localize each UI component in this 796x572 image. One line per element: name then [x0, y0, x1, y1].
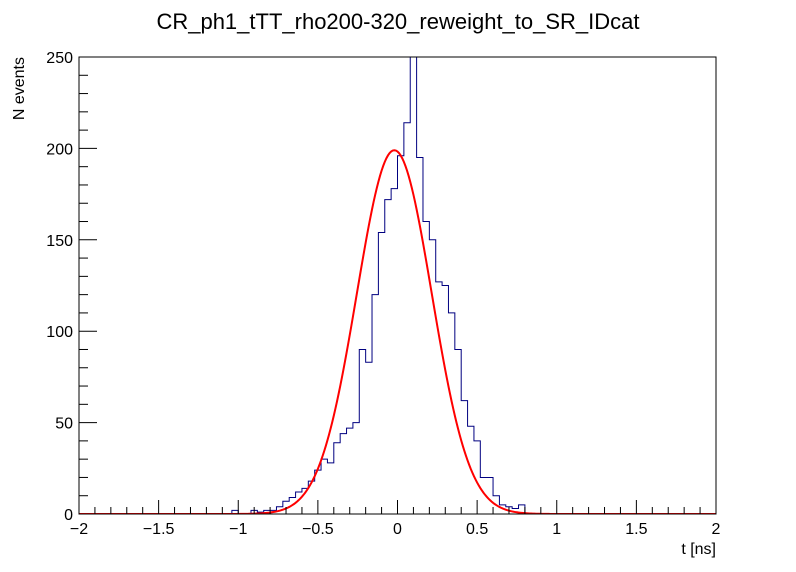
y-tick-label: 50 [55, 416, 73, 433]
x-axis-label: t [ns] [681, 541, 716, 558]
y-tick-label: 150 [46, 233, 73, 250]
histogram-series [79, 57, 716, 514]
y-tick-label: 0 [64, 507, 73, 524]
histogram-layer [79, 57, 716, 514]
chart-title: CR_ph1_tTT_rho200-320_reweight_to_SR_IDc… [156, 9, 639, 34]
y-axis-label: N events [11, 57, 28, 120]
y-tick-label: 250 [46, 50, 73, 67]
fit-curve [79, 149, 716, 514]
fit-layer [79, 149, 716, 514]
x-tick-label: −1.5 [143, 521, 175, 538]
x-tick-label: −1 [229, 521, 247, 538]
x-tick-label: 1 [552, 521, 561, 538]
y-tick-label: 100 [46, 324, 73, 341]
x-tick-label: 0.5 [466, 521, 488, 538]
x-tick-label: 0 [393, 521, 402, 538]
y-axis: 0 50 100 150 200 250 [46, 50, 97, 524]
y-tick-label: 200 [46, 141, 73, 158]
x-tick-label: 1.5 [625, 521, 647, 538]
x-tick-label: 2 [712, 521, 721, 538]
x-tick-label: −2 [70, 521, 88, 538]
x-axis: −2 −1.5 −1 −0.5 0 0.5 1 1.5 2 [70, 500, 721, 538]
x-tick-label: −0.5 [302, 521, 334, 538]
plot-frame [78, 56, 717, 515]
